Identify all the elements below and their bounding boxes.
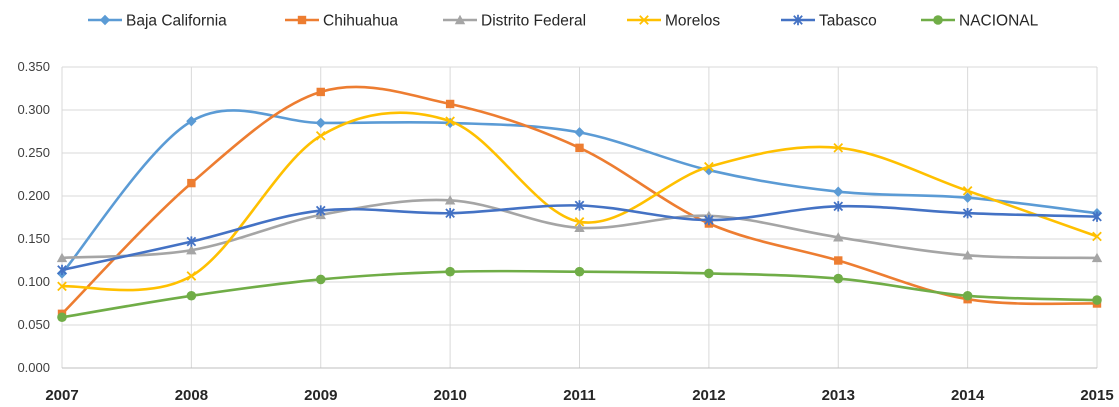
y-tick-label: 0.100 [17, 274, 50, 289]
data-point [315, 130, 326, 141]
data-point [315, 205, 326, 216]
x-tick-label: 2007 [45, 387, 78, 404]
data-point [445, 266, 455, 277]
legend-item: Distrito Federal [443, 13, 586, 30]
data-point [186, 271, 197, 281]
data-point [56, 252, 68, 263]
data-point [962, 192, 973, 203]
series-group [57, 111, 1102, 292]
data-point [1092, 211, 1102, 222]
data-point [574, 216, 585, 227]
y-tick-label: 0.050 [17, 317, 50, 332]
legend-item: Tabasco [781, 13, 877, 30]
x-tick-label: 2014 [951, 387, 985, 404]
y-tick-label: 0.000 [17, 360, 50, 375]
data-point [1092, 231, 1102, 242]
data-point [704, 161, 714, 172]
y-tick-label: 0.300 [17, 102, 50, 117]
data-point [186, 290, 197, 301]
legend-item: Baja California [88, 13, 227, 30]
y-tick-label: 0.250 [17, 145, 50, 160]
data-point [186, 236, 197, 247]
data-point [574, 266, 585, 277]
data-point [833, 273, 844, 284]
data-point [962, 290, 973, 301]
data-point [833, 201, 844, 212]
data-point [57, 281, 67, 292]
data-point [833, 186, 844, 197]
data-point [186, 115, 197, 127]
legend-item: NACIONAL [921, 13, 1039, 30]
data-point [833, 143, 844, 153]
x-tick-label: 2008 [175, 387, 208, 404]
legend-marker [639, 15, 649, 25]
x-tick-label: 2010 [433, 387, 466, 404]
data-point [574, 222, 585, 233]
data-point [187, 178, 196, 188]
data-point [57, 264, 67, 276]
series-line [61, 109, 1098, 275]
data-point [444, 195, 456, 205]
data-point [834, 256, 843, 265]
data-point [704, 268, 714, 279]
data-point [315, 117, 326, 129]
x-tick-label: 2012 [692, 387, 725, 404]
legend-label: Tabasco [819, 13, 877, 30]
data-point [445, 208, 455, 219]
data-point [574, 127, 585, 138]
data-point [574, 200, 585, 211]
data-point [315, 274, 326, 285]
data-point [445, 116, 455, 127]
legend-marker [454, 14, 466, 25]
legend-marker [99, 14, 111, 26]
y-tick-label: 0.200 [17, 188, 50, 203]
data-point [316, 87, 325, 97]
data-point [833, 232, 844, 242]
data-point [962, 186, 973, 196]
y-tick-label: 0.150 [17, 231, 50, 246]
data-point [962, 208, 973, 219]
legend-item: Morelos [627, 13, 720, 30]
series-group [57, 200, 1102, 276]
x-tick-label: 2013 [822, 387, 855, 404]
x-tick-label: 2015 [1080, 387, 1113, 404]
legend-marker [297, 15, 307, 25]
data-point [575, 143, 584, 153]
data-point [57, 312, 67, 323]
data-point [1091, 252, 1103, 263]
data-point [704, 214, 714, 226]
y-tick-label: 0.350 [17, 59, 50, 74]
x-tick-label: 2011 [563, 387, 596, 404]
legend-label: NACIONAL [959, 13, 1039, 30]
legend-label: Chihuahua [323, 13, 398, 30]
legend-marker [933, 15, 943, 25]
data-point [186, 244, 197, 255]
series-group [57, 266, 1102, 323]
legend-label: Morelos [665, 13, 720, 30]
data-point [1092, 295, 1102, 305]
legend-label: Distrito Federal [481, 13, 586, 30]
axes: 0.000 0.050 0.100 0.150 0.200 0.250 0.300 0.350… [17, 59, 1113, 404]
legend: Baja California Chihuahua Distrito Federal… [88, 13, 1039, 30]
data-point [445, 99, 455, 109]
legend-marker [793, 14, 803, 26]
series-line [61, 111, 1098, 292]
series-layer [56, 85, 1103, 323]
legend-item: Chihuahua [285, 13, 398, 30]
data-point [962, 250, 973, 260]
x-tick-label: 2009 [304, 387, 337, 404]
legend-label: Baja California [126, 13, 227, 30]
series-group [56, 195, 1103, 263]
